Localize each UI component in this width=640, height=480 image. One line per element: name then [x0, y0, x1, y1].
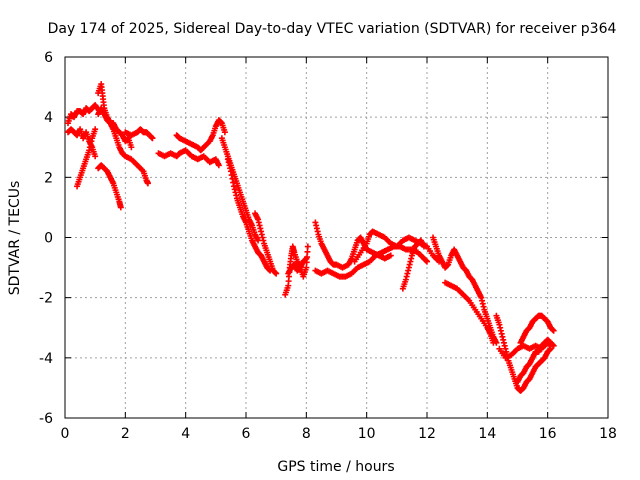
y-tick-label: 6: [44, 50, 53, 66]
x-tick-label: 4: [181, 426, 190, 442]
data-point: [550, 342, 557, 349]
data-point: [550, 327, 557, 334]
data-points: [65, 81, 557, 394]
x-axis-label: GPS time / hours: [277, 459, 394, 475]
y-tick-label: -2: [39, 291, 53, 307]
data-point: [303, 264, 310, 271]
x-tick-label: 2: [121, 426, 130, 442]
data-point: [255, 237, 262, 244]
data-point: [303, 255, 310, 262]
y-tick-label: 2: [44, 170, 53, 186]
data-point: [273, 270, 280, 277]
x-tick-label: 0: [61, 426, 70, 442]
data-point: [144, 180, 151, 187]
y-tick-label: -6: [39, 411, 53, 427]
x-tick-label: 14: [478, 426, 496, 442]
tick-layer: 0 2 4 6 8 10 12 14 16 18 -6 -4 -2 0 2 4 6: [39, 50, 617, 442]
x-tick-label: 8: [302, 426, 311, 442]
data-point: [128, 144, 135, 151]
x-tick-label: 6: [242, 426, 251, 442]
data-point: [387, 252, 394, 259]
y-tick-label: 0: [44, 231, 53, 247]
data-point: [490, 339, 497, 346]
data-point: [92, 126, 99, 133]
data-point: [149, 135, 156, 142]
data-point: [221, 129, 228, 136]
y-tick-label: -4: [39, 351, 53, 367]
x-tick-label: 12: [418, 426, 436, 442]
chart-title: Day 174 of 2025, Sidereal Day-to-day VTE…: [48, 21, 617, 37]
y-tick-label: 4: [44, 110, 53, 126]
y-axis-label: SDTVAR / TECUs: [7, 181, 23, 296]
data-point: [420, 243, 427, 250]
x-tick-label: 18: [599, 426, 617, 442]
data-point-fill: [304, 248, 311, 255]
data-point: [117, 204, 124, 211]
x-tick-label: 10: [358, 426, 376, 442]
data-point: [215, 162, 222, 169]
x-tick-label: 16: [539, 426, 557, 442]
data-point: [92, 153, 99, 160]
data-point: [304, 243, 311, 250]
data-point: [424, 258, 430, 265]
